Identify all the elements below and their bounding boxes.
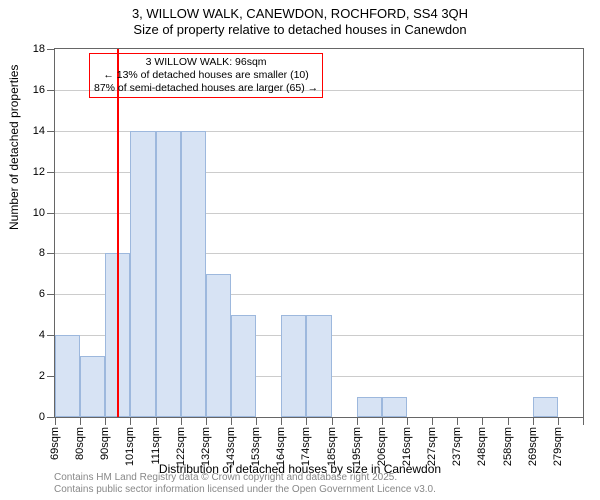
x-tick-label: 258sqm: [502, 427, 514, 466]
y-tick-label: 6: [39, 288, 45, 300]
x-tick: [508, 417, 509, 425]
x-tick-label: 206sqm: [376, 427, 388, 466]
x-tick: [156, 417, 157, 425]
x-tick-label: 132sqm: [200, 427, 212, 466]
x-tick-label: 227sqm: [426, 427, 438, 466]
reference-line: [117, 49, 119, 417]
histogram-bar: [382, 397, 407, 417]
x-tick: [332, 417, 333, 425]
x-tick: [231, 417, 232, 425]
x-tick: [281, 417, 282, 425]
x-tick-label: 153sqm: [250, 427, 262, 466]
histogram-bar: [181, 131, 206, 417]
y-tick: [47, 90, 55, 91]
annotation-line: ← 13% of detached houses are smaller (10…: [94, 69, 318, 82]
x-tick-label: 80sqm: [74, 427, 86, 460]
y-tick: [47, 213, 55, 214]
x-tick: [382, 417, 383, 425]
histogram-bar: [156, 131, 181, 417]
x-tick: [256, 417, 257, 425]
title-line1: 3, WILLOW WALK, CANEWDON, ROCHFORD, SS4 …: [0, 6, 600, 22]
x-tick-label: 174sqm: [300, 427, 312, 466]
y-tick: [47, 131, 55, 132]
x-tick: [206, 417, 207, 425]
y-tick-label: 4: [39, 329, 45, 341]
annotation-box: 3 WILLOW WALK: 96sqm← 13% of detached ho…: [89, 53, 323, 98]
x-tick-label: 164sqm: [275, 427, 287, 466]
x-tick-label: 195sqm: [351, 427, 363, 466]
annotation-line: 3 WILLOW WALK: 96sqm: [94, 56, 318, 69]
y-tick-label: 8: [39, 247, 45, 259]
x-tick-label: 101sqm: [124, 427, 136, 466]
x-tick-label: 90sqm: [99, 427, 111, 460]
y-tick: [47, 253, 55, 254]
histogram-bar: [55, 335, 80, 417]
x-tick-label: 216sqm: [401, 427, 413, 466]
x-tick: [105, 417, 106, 425]
y-tick: [47, 49, 55, 50]
y-tick-label: 10: [33, 207, 45, 219]
y-tick-label: 2: [39, 370, 45, 382]
histogram-bar: [130, 131, 155, 417]
y-tick-label: 18: [33, 43, 45, 55]
x-tick-label: 143sqm: [225, 427, 237, 466]
x-tick-label: 269sqm: [527, 427, 539, 466]
plot-area: 02468101214161869sqm80sqm90sqm101sqm111s…: [54, 48, 584, 418]
y-tick: [47, 294, 55, 295]
x-tick: [457, 417, 458, 425]
credit-line1: Contains HM Land Registry data © Crown c…: [54, 472, 436, 484]
x-tick-label: 185sqm: [326, 427, 338, 466]
y-axis-title: Number of detached properties: [7, 65, 21, 230]
x-tick: [533, 417, 534, 425]
x-tick: [558, 417, 559, 425]
x-tick-label: 69sqm: [49, 427, 61, 460]
x-tick: [306, 417, 307, 425]
y-tick: [47, 335, 55, 336]
x-tick: [181, 417, 182, 425]
x-tick: [432, 417, 433, 425]
title-block: 3, WILLOW WALK, CANEWDON, ROCHFORD, SS4 …: [0, 0, 600, 39]
x-tick: [55, 417, 56, 425]
credit-line2: Contains public sector information licen…: [54, 484, 436, 496]
y-tick-label: 14: [33, 125, 45, 137]
annotation-line: 87% of semi-detached houses are larger (…: [94, 82, 318, 95]
x-tick-label: 279sqm: [552, 427, 564, 466]
x-tick: [80, 417, 81, 425]
y-tick: [47, 417, 55, 418]
histogram-bar: [281, 315, 306, 417]
title-line2: Size of property relative to detached ho…: [0, 22, 600, 38]
histogram-bar: [533, 397, 558, 417]
histogram-bar: [357, 397, 382, 417]
x-tick-label: 122sqm: [175, 427, 187, 466]
x-tick: [583, 417, 584, 425]
y-tick: [47, 376, 55, 377]
x-tick: [130, 417, 131, 425]
x-tick: [357, 417, 358, 425]
histogram-bar: [306, 315, 331, 417]
y-tick-label: 16: [33, 84, 45, 96]
y-tick-label: 0: [39, 411, 45, 423]
x-tick-label: 237sqm: [451, 427, 463, 466]
x-tick-label: 111sqm: [150, 427, 162, 465]
x-tick: [482, 417, 483, 425]
histogram-bar: [80, 356, 105, 417]
credits-block: Contains HM Land Registry data © Crown c…: [54, 472, 436, 496]
y-tick: [47, 172, 55, 173]
y-tick-label: 12: [33, 166, 45, 178]
x-tick: [407, 417, 408, 425]
chart-container: 3, WILLOW WALK, CANEWDON, ROCHFORD, SS4 …: [0, 0, 600, 500]
histogram-bar: [206, 274, 231, 417]
histogram-bar: [231, 315, 256, 417]
x-tick-label: 248sqm: [476, 427, 488, 466]
